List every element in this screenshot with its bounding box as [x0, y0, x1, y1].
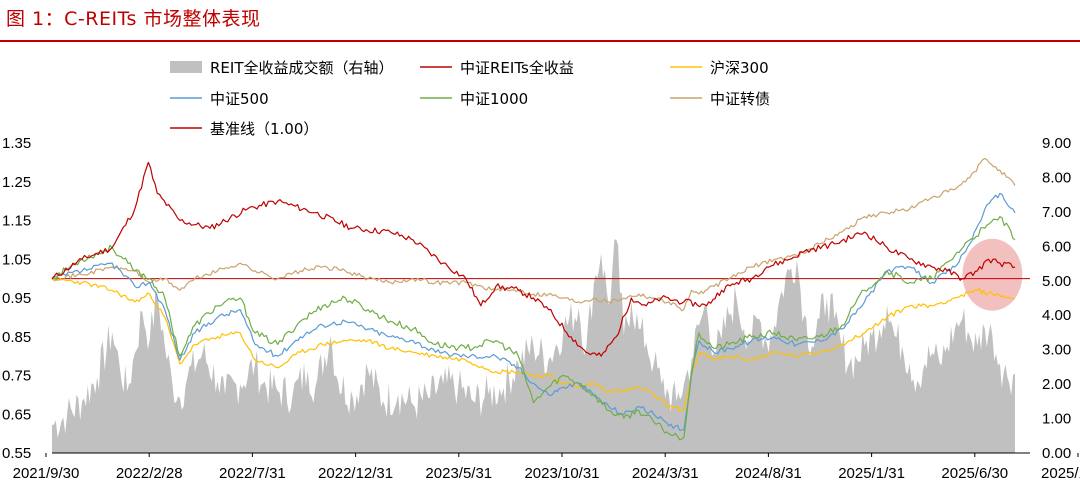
- series-group: [51, 157, 1016, 441]
- x-tick-label: 2023/10/31: [524, 465, 599, 482]
- y-right-tick-label: 6.00: [1042, 238, 1071, 255]
- y-left-tick-label: 0.65: [2, 406, 31, 423]
- x-tick-label: 2023/5/31: [425, 465, 492, 482]
- axes-group: 1.35 1.25 1.15 1.05 0.95 0.85 0.75 0.65 0.55 9.00…: [2, 135, 1080, 482]
- highlight-group: [962, 238, 1023, 311]
- y-right-tick-label: 3.00: [1042, 342, 1071, 359]
- y-right-tick-label: 1.00: [1042, 411, 1071, 428]
- y-left-tick-label: 0.85: [2, 329, 31, 346]
- y-left-tick-label: 0.95: [2, 290, 31, 307]
- legend-label-base: 基准线（1.00）: [210, 120, 318, 138]
- y-left-tick-label: 0.75: [2, 368, 31, 385]
- volume-area: [52, 239, 1015, 453]
- x-tick-label: 2022/12/31: [318, 465, 393, 482]
- y-left-tick-label: 1.15: [2, 213, 31, 230]
- y-right-tick-label: 7.00: [1042, 204, 1071, 221]
- x-tick-label: 2025/6/30: [941, 465, 1008, 482]
- y-right-tick-label: 9.00: [1042, 135, 1071, 152]
- y-left-tick-label: 1.35: [2, 135, 31, 152]
- x-tick-label: 2021/9/30: [13, 465, 80, 482]
- x-tick-label: 2022/7/31: [219, 465, 286, 482]
- y-right-tick-label: 8.00: [1042, 169, 1071, 186]
- legend-group: REIT全收益成交额（右轴） 中证REITs全收益 沪深300 中证500 中证1000…: [170, 59, 770, 138]
- y-right-tick-label: 0.00: [1042, 445, 1071, 462]
- legend-label-hs300: 沪深300: [710, 59, 769, 77]
- x-tick-label: 2024/3/31: [632, 465, 699, 482]
- x-tick-label: 2022/2/28: [116, 465, 183, 482]
- series-line-hs300: [51, 276, 1016, 413]
- y-left-tick-label: 0.55: [2, 445, 31, 462]
- legend-label-volume: REIT全收益成交额（右轴）: [210, 59, 394, 77]
- series-line-cb: [51, 157, 1016, 312]
- x-tick-label: 2025/1/31: [838, 465, 905, 482]
- y-right-tick-label: 4.00: [1042, 307, 1071, 324]
- y-right-tick-label: 5.00: [1042, 273, 1071, 290]
- chart-title: 图 1：C-REITs 市场整体表现: [6, 8, 261, 30]
- series-line-zz500: [51, 192, 1016, 431]
- series-line-reits: [51, 161, 1016, 357]
- highlight-circle: [962, 238, 1023, 311]
- legend-label-cb: 中证转债: [710, 90, 770, 108]
- legend-swatch-volume: [170, 61, 202, 73]
- x-tick-label: 2024/8/31: [735, 465, 802, 482]
- y-right-tick-label: 2.00: [1042, 376, 1071, 393]
- legend-label-zz500: 中证500: [210, 90, 269, 108]
- legend-label-zz1000: 中证1000: [460, 90, 528, 108]
- y-left-tick-label: 1.25: [2, 174, 31, 191]
- volume-area-group: [52, 239, 1015, 453]
- y-left-tick-label: 1.05: [2, 251, 31, 268]
- title-divider: [0, 40, 1080, 42]
- legend-label-reits: 中证REITs全收益: [460, 59, 574, 77]
- x-tick-label: 2025/11/30: [1041, 465, 1080, 482]
- series-line-zz1000: [51, 216, 1016, 441]
